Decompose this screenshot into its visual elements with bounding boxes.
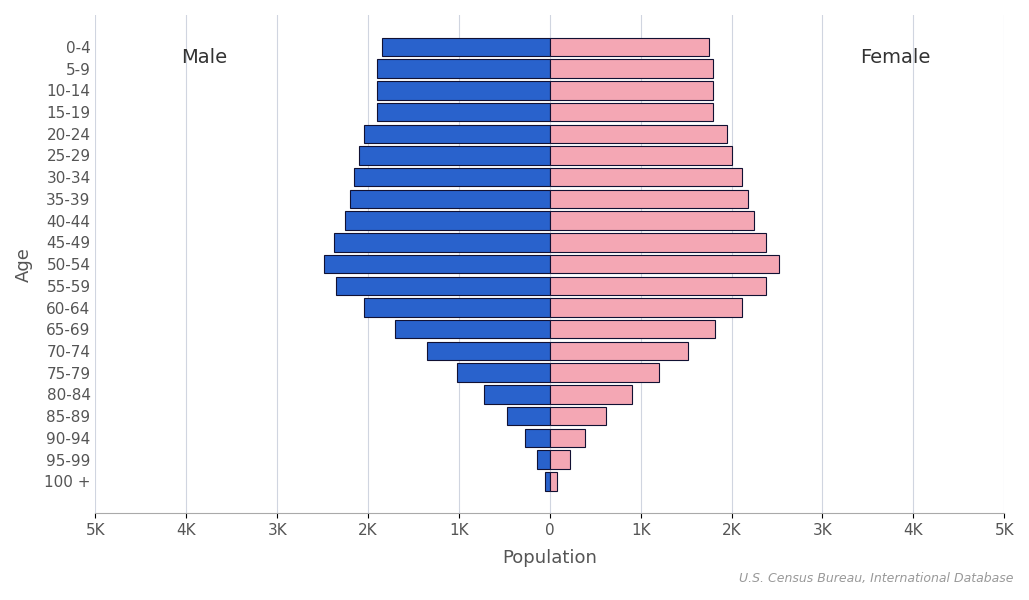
Text: U.S. Census Bureau, International Database: U.S. Census Bureau, International Databa… xyxy=(739,572,1014,585)
Bar xyxy=(525,428,549,447)
Bar xyxy=(549,59,713,78)
Bar xyxy=(549,146,732,165)
Bar xyxy=(549,125,728,143)
Bar xyxy=(549,472,557,491)
Bar xyxy=(537,451,549,469)
X-axis label: Population: Population xyxy=(502,549,597,567)
Bar xyxy=(507,407,549,425)
Bar xyxy=(549,211,754,230)
Y-axis label: Age: Age xyxy=(15,247,33,281)
Bar xyxy=(378,81,549,100)
Bar xyxy=(549,103,713,121)
Bar xyxy=(545,472,549,491)
Text: Male: Male xyxy=(181,48,227,67)
Bar xyxy=(549,277,767,295)
Bar xyxy=(378,103,549,121)
Bar xyxy=(333,233,549,251)
Bar xyxy=(336,277,549,295)
Bar xyxy=(549,428,586,447)
Bar xyxy=(363,298,549,317)
Bar xyxy=(382,38,549,56)
Bar xyxy=(549,81,713,100)
Bar xyxy=(354,168,549,187)
Bar xyxy=(549,233,767,251)
Bar xyxy=(395,320,549,338)
Bar xyxy=(549,38,709,56)
Bar xyxy=(457,364,549,382)
Bar xyxy=(549,451,570,469)
Text: Female: Female xyxy=(860,48,930,67)
Bar xyxy=(549,342,688,360)
Bar xyxy=(359,146,549,165)
Bar xyxy=(363,125,549,143)
Bar xyxy=(346,211,549,230)
Bar xyxy=(549,255,779,274)
Bar xyxy=(549,407,606,425)
Bar xyxy=(549,298,743,317)
Bar xyxy=(378,59,549,78)
Bar xyxy=(549,190,748,208)
Bar xyxy=(485,385,549,404)
Bar xyxy=(350,190,549,208)
Bar xyxy=(549,364,659,382)
Bar xyxy=(549,168,743,187)
Bar xyxy=(324,255,549,274)
Bar xyxy=(549,320,715,338)
Bar xyxy=(427,342,549,360)
Bar xyxy=(549,385,632,404)
